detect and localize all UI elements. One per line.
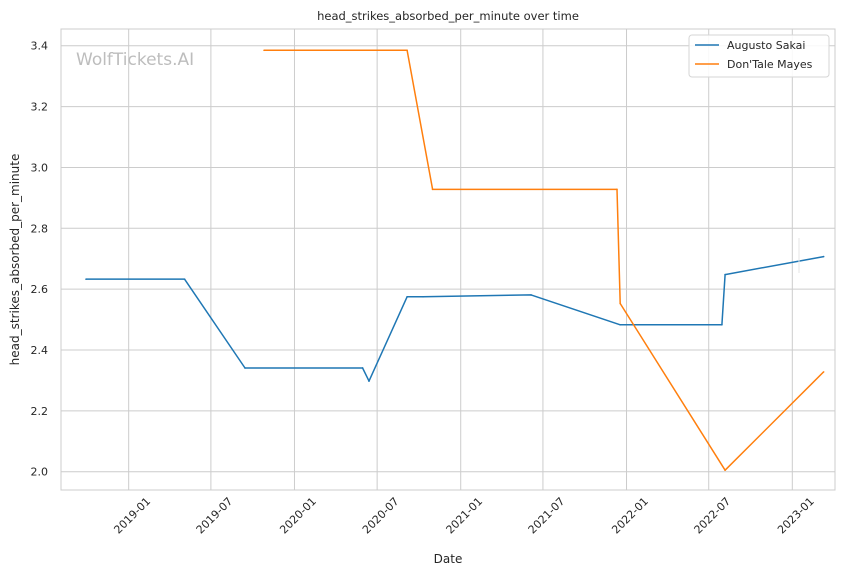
y-tick-label: 3.4	[31, 40, 49, 53]
data-point	[724, 469, 726, 472]
data-point	[85, 278, 87, 280]
data-point	[431, 188, 434, 191]
legend: Augusto Sakai Don'Tale Mayes	[688, 34, 830, 78]
data-point	[263, 49, 265, 52]
x-tick-label: 2019-07	[194, 495, 236, 537]
y-tick-label: 2.6	[31, 283, 49, 296]
data-point	[619, 323, 621, 326]
data-point	[244, 367, 246, 369]
x-tick-label: 2020-07	[360, 495, 402, 537]
data-point	[721, 323, 723, 326]
ticks-layer: 2019-01 2019-07 2020-01 2020-07 2021-01 2021-…	[31, 40, 817, 537]
chart-title: head_strikes_absorbed_per_minute over ti…	[317, 9, 579, 23]
data-point	[822, 255, 825, 258]
series-line-1	[86, 255, 824, 382]
data-point	[368, 380, 370, 382]
series-line-2	[264, 49, 825, 471]
data-point	[406, 295, 408, 298]
x-tick-label: 2023-01	[775, 495, 817, 537]
x-tick-label: 2021-01	[444, 495, 486, 537]
watermark: WolfTickets.AI	[76, 50, 194, 70]
x-tick-label: 2022-07	[692, 495, 734, 537]
series-layer	[85, 49, 825, 472]
y-tick-label: 2.2	[31, 405, 49, 418]
y-tick-label: 3.2	[31, 101, 49, 114]
data-point	[822, 371, 825, 373]
legend-label-2: Don'Tale Mayes	[727, 58, 813, 71]
data-point	[406, 49, 408, 52]
x-axis-label: Date	[434, 552, 463, 566]
x-tick-label: 2019-01	[111, 495, 153, 537]
plot-frame	[60, 28, 836, 491]
grid	[61, 29, 835, 490]
x-tick-label: 2022-01	[609, 495, 651, 537]
data-point	[361, 367, 364, 369]
data-point	[616, 188, 618, 191]
y-axis-label: head_strikes_absorbed_per_minute	[8, 154, 22, 366]
y-tick-label: 2.8	[31, 222, 49, 235]
legend-label-1: Augusto Sakai	[727, 39, 805, 52]
data-point	[422, 295, 424, 298]
data-point	[724, 273, 726, 276]
x-tick-label: 2020-01	[277, 495, 319, 537]
x-tick-label: 2021-07	[526, 495, 568, 537]
y-tick-label: 2.0	[31, 466, 49, 479]
data-point	[530, 294, 532, 296]
y-tick-label: 3.0	[31, 161, 49, 174]
data-point	[183, 278, 186, 280]
y-tick-label: 2.4	[31, 344, 49, 357]
legend-box	[688, 34, 830, 78]
data-point	[619, 302, 621, 305]
